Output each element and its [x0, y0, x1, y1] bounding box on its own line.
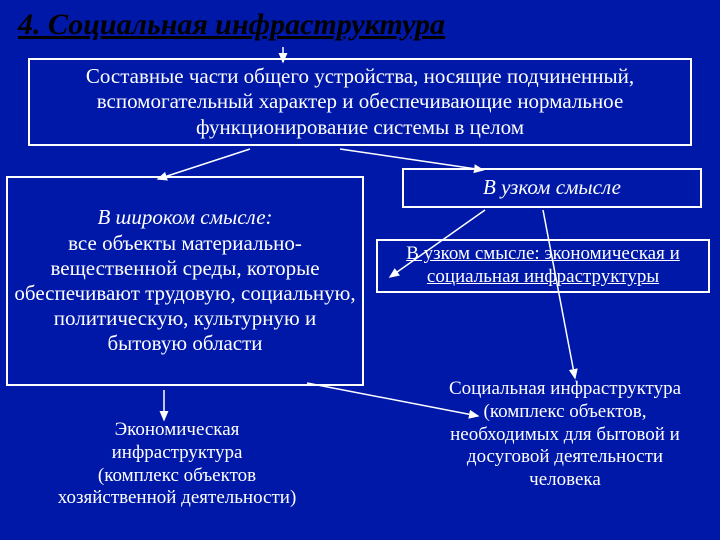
social-block: Социальная инфраструктура (комплекс объе… [430, 378, 700, 538]
economic-block: Экономическая инфраструктура (комплекс о… [48, 419, 306, 539]
economic-text: (комплекс объектов хозяйственной деятель… [48, 465, 306, 511]
economic-heading: Экономическая инфраструктура [48, 419, 306, 465]
narrow-sense-text: В узком смысле: экономическая и социальн… [384, 243, 702, 289]
slide-title: 4. Социальная инфраструктура [18, 8, 445, 42]
wide-sense-text: все объекты материально-вещественной сре… [14, 231, 356, 357]
narrow-sense-heading-box: В узком смысле [402, 168, 702, 208]
definition-text: Составные части общего устройства, носящ… [36, 64, 684, 140]
narrow-sense-text-box: В узком смысле: экономическая и социальн… [376, 239, 710, 293]
wide-sense-box: В широком смысле: все объекты материальн… [6, 176, 364, 386]
social-heading: Социальная инфраструктура [430, 378, 700, 401]
definition-box: Составные части общего устройства, носящ… [28, 58, 692, 146]
social-text: (комплекс объектов, необходимых для быто… [430, 401, 700, 492]
wide-sense-heading: В широком смысле: [97, 205, 272, 230]
narrow-sense-heading: В узком смысле [483, 175, 621, 200]
